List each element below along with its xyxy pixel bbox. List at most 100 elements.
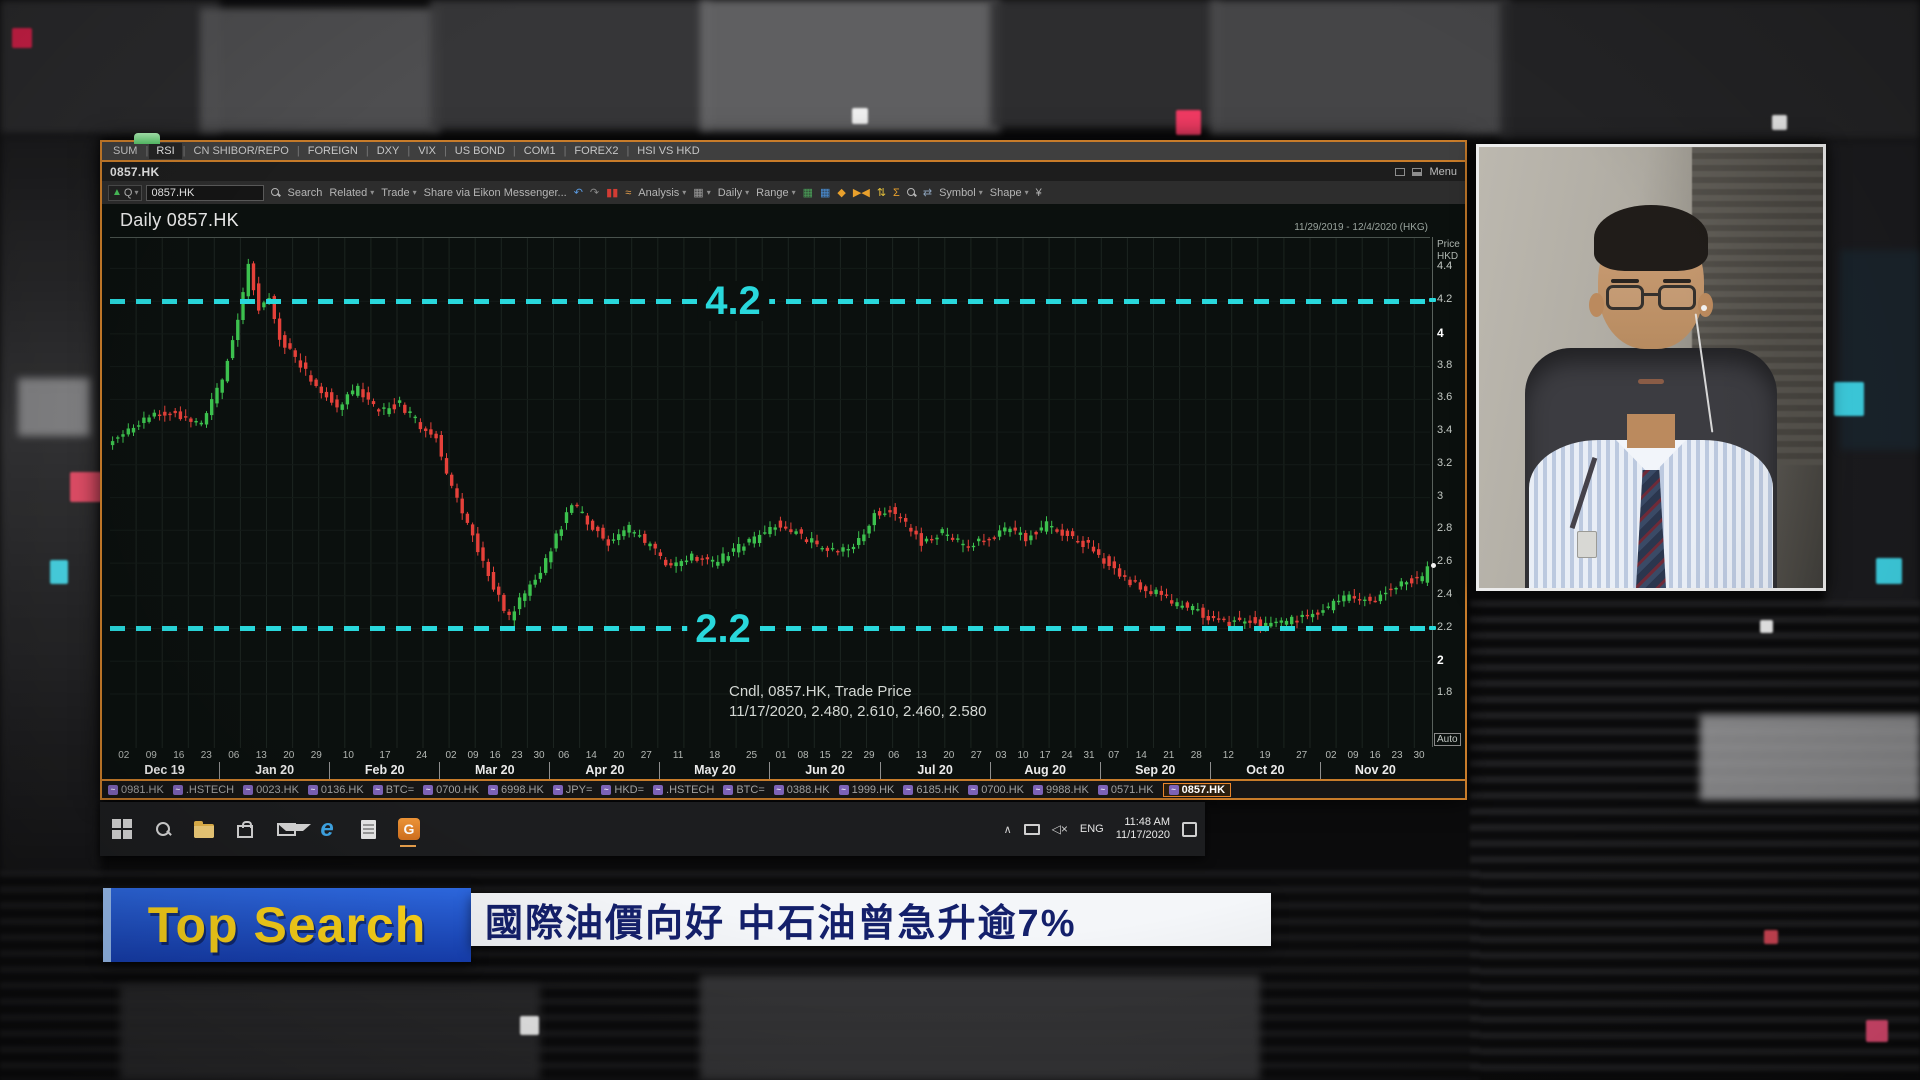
layout-icon[interactable] (1395, 167, 1406, 176)
toolbar-shape[interactable]: Shape ▾ (990, 187, 1029, 199)
week-tick: 13 (915, 749, 927, 761)
ticker-1999-hk[interactable]: ~1999.HK (838, 784, 894, 796)
wave-icon[interactable]: ≈ (625, 187, 631, 199)
diamond-icon[interactable]: ◆ (837, 186, 845, 199)
eikon-app-button[interactable]: G (397, 817, 421, 847)
date-axis-months[interactable]: Dec 19 Jan 20 Feb 20 Mar 20 Apr 20 May 20 Jun … (110, 762, 1430, 781)
month-label-dec-19: Dec 19 (144, 763, 185, 777)
tab-dxy[interactable]: DXY (376, 145, 400, 157)
ticker-0981-hk[interactable]: ~0981.HK (108, 784, 164, 796)
week-tick: 08 (797, 749, 809, 761)
chart-blue-icon[interactable]: ▦ (820, 186, 830, 199)
presenter-hair (1594, 205, 1708, 271)
ticker-0700-hk[interactable]: ~0700.HK (968, 784, 1024, 796)
toolbar-share-via-eikon-messenger-[interactable]: Share via Eikon Messenger... (424, 187, 567, 199)
toolbar-range[interactable]: Range ▾ (756, 187, 795, 199)
taskbar-search-button[interactable] (151, 817, 175, 841)
mini-chart-icon: ~ (172, 784, 183, 795)
ticker-0023-hk[interactable]: ~0023.HK (243, 784, 299, 796)
week-tick: 06 (888, 749, 900, 761)
symbol-scope-selector[interactable]: ▲ Q ▾ (108, 184, 143, 201)
grid-icon[interactable]: ▦ ▾ (693, 186, 710, 199)
axis-auto-button[interactable]: Auto (1434, 733, 1461, 746)
bg-left-block (18, 378, 90, 436)
week-tick: 21 (1163, 749, 1175, 761)
tab-hsi-vs-hkd[interactable]: HSI VS HKD (637, 145, 700, 157)
maximize-icon[interactable] (1412, 167, 1423, 176)
support-resistance-line-2.2[interactable] (110, 626, 1430, 632)
ticker-6998-hk[interactable]: ~6998.HK (487, 784, 544, 796)
sigma-icon: Σ (893, 186, 900, 199)
week-tick: 20 (943, 749, 955, 761)
toolbar-daily[interactable]: Daily ▾ (718, 187, 749, 199)
tab-com1[interactable]: COM1 (523, 145, 556, 157)
language-indicator[interactable]: ENG (1079, 823, 1104, 835)
action-center-button[interactable] (1182, 821, 1197, 837)
tab-vix[interactable]: VIX (418, 145, 436, 157)
week-tick: 19 (1259, 749, 1271, 761)
file-explorer-button[interactable] (192, 817, 216, 841)
week-tick: 06 (558, 749, 570, 761)
ticker-6185-hk[interactable]: ~6185.HK (903, 784, 959, 796)
ticker-0571-hk[interactable]: ~0571.HK (1097, 784, 1154, 796)
redo-icon[interactable]: ↷ (590, 186, 599, 199)
week-tick: 02 (118, 749, 130, 761)
mini-chart-icon: ~ (838, 784, 849, 795)
swap-icon[interactable]: ⇄ (923, 186, 932, 199)
store-button[interactable] (233, 817, 257, 841)
taskbar-clock[interactable]: 11:48 AM 11/17/2020 (1116, 816, 1170, 842)
banner-headline-box: 國際油價向好 中石油曾急升逾7% (471, 893, 1271, 946)
display-icon[interactable] (1023, 823, 1040, 835)
chart-green-icon[interactable]: ▦ (803, 186, 813, 199)
week-tick: 17 (379, 749, 391, 761)
cyan-line-marker (1429, 625, 1436, 630)
week-tick: 17 (1039, 749, 1051, 761)
price-tick-1.8: 1.8 (1437, 685, 1453, 698)
mail-button[interactable] (274, 817, 311, 841)
sigma-icon[interactable]: Σ (893, 187, 900, 199)
tab-sum[interactable]: SUM (113, 145, 138, 157)
ticker-btc-[interactable]: ~ BTC= (372, 784, 414, 796)
markers-icon[interactable]: ▶◀ (853, 186, 870, 199)
tab-foreign[interactable]: FOREIGN (307, 145, 358, 157)
speaker-muted-icon[interactable]: ◁× (1051, 822, 1068, 836)
ticker-jpy-[interactable]: ~ JPY= (552, 784, 592, 796)
week-tick: 27 (970, 749, 982, 761)
mini-chart-icon: ~ (372, 784, 383, 795)
tab-forex2[interactable]: FOREX2 (574, 145, 619, 157)
show-hidden-icons-button[interactable]: ∧ (1003, 823, 1012, 836)
edge-button[interactable]: e (315, 817, 339, 841)
ticker-0700-hk[interactable]: ~0700.HK (423, 784, 479, 796)
document-app-button[interactable] (356, 817, 380, 841)
toolbar-related[interactable]: Related ▾ (329, 187, 374, 199)
currency-icon[interactable]: ¥ (1036, 187, 1042, 199)
tab-cn-shibor-repo[interactable]: CN SHIBOR/REPO (193, 145, 289, 157)
ticker-0136-hk[interactable]: ~0136.HK (307, 784, 364, 796)
undo-icon[interactable]: ↶ (574, 186, 583, 199)
taskbar-date: 11/17/2020 (1115, 829, 1170, 841)
ticker-hkd-[interactable]: ~ HKD= (601, 784, 644, 796)
tab-rsi[interactable]: RSI (149, 143, 182, 159)
ticker-0857-hk[interactable]: ~0857.HK (1162, 782, 1232, 797)
week-tick: 02 (1325, 749, 1337, 761)
ticker-9988-hk[interactable]: ~9988.HK (1033, 784, 1089, 796)
updown-icon[interactable]: ⇅ (877, 186, 886, 199)
menu-button[interactable]: Menu (1429, 165, 1457, 178)
candles-icon[interactable]: ▮▮ (606, 186, 618, 199)
price-axis[interactable]: Price HKD 4.4 4.2 4 3.8 3.6 3.4 3.2 3 2.8 2.6 2.4 2… (1429, 237, 1465, 747)
toolbar-symbol[interactable]: Symbol ▾ (939, 187, 983, 199)
start-button[interactable] (110, 817, 134, 841)
tab-us-bond[interactable]: US BOND (454, 145, 505, 157)
ticker--hstech[interactable]: ~ .HSTECH (653, 784, 714, 796)
search-icon[interactable] (271, 188, 280, 197)
ticker-0388-hk[interactable]: ~0388.HK (773, 784, 830, 796)
toolbar-search[interactable]: Search (287, 187, 322, 199)
support-resistance-line-4.2[interactable] (110, 298, 1430, 304)
ticker-btc-[interactable]: ~ BTC= (723, 784, 765, 796)
toolbar-trade[interactable]: Trade ▾ (381, 187, 416, 199)
ticker--hstech[interactable]: ~ .HSTECH (172, 784, 234, 796)
toolbar-analysis[interactable]: Analysis ▾ (638, 187, 686, 199)
symbol-input[interactable] (146, 184, 265, 201)
candlestick-plot[interactable]: 4.2 2.2 Cndl, 0857.HK, Trade Price 11/17/… (110, 237, 1430, 748)
zoom-icon[interactable] (906, 188, 916, 197)
